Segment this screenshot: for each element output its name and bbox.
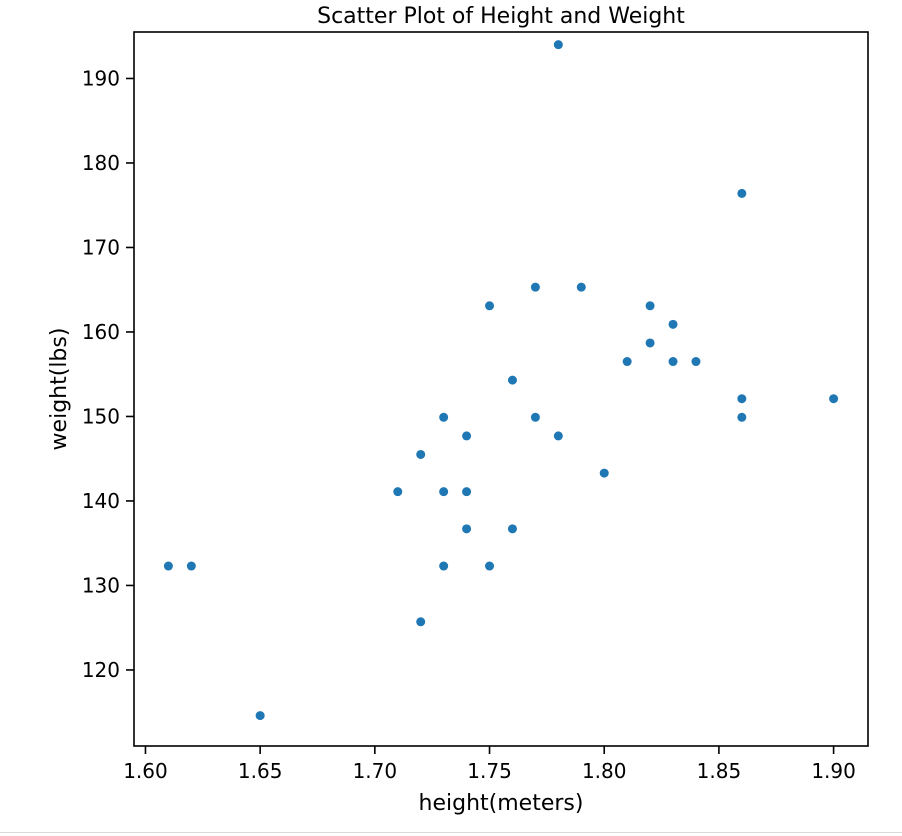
data-point <box>439 412 449 422</box>
y-tick-label: 130 <box>82 573 120 597</box>
x-axis-label: height(meters) <box>419 791 584 816</box>
chart-title: Scatter Plot of Height and Weight <box>317 4 685 29</box>
plot-frame <box>133 31 869 747</box>
data-point <box>737 188 747 198</box>
data-point <box>186 561 196 571</box>
y-tick-label: 140 <box>82 489 120 513</box>
data-point <box>163 561 173 571</box>
data-point <box>599 468 609 478</box>
y-axis: 120 130 140 150 160 170 180 190 <box>82 66 134 682</box>
x-tick-label: 1.60 <box>123 759 168 783</box>
data-point <box>576 282 586 292</box>
data-point <box>668 357 678 367</box>
data-point <box>737 412 747 422</box>
data-point <box>622 357 632 367</box>
data-point <box>485 301 495 311</box>
data-point <box>416 617 426 627</box>
y-axis-label: weight(lbs) <box>47 328 72 451</box>
x-tick-label: 1.65 <box>238 759 283 783</box>
x-tick-label: 1.90 <box>811 759 856 783</box>
data-point <box>737 394 747 404</box>
data-point <box>462 487 472 497</box>
bottom-divider <box>0 832 902 833</box>
y-tick-label: 170 <box>82 235 120 259</box>
x-axis: 1.60 1.65 1.70 1.75 1.80 1.85 1.90 <box>123 746 856 783</box>
data-point <box>530 282 540 292</box>
x-tick-label: 1.75 <box>467 759 512 783</box>
data-point <box>255 711 265 721</box>
data-point <box>507 375 517 385</box>
data-point <box>462 524 472 534</box>
points-layer <box>163 40 839 721</box>
data-point <box>485 561 495 571</box>
data-point <box>829 394 839 404</box>
data-point <box>645 301 655 311</box>
data-point <box>507 524 517 534</box>
data-point <box>691 357 701 367</box>
x-tick-label: 1.70 <box>353 759 398 783</box>
data-point <box>553 40 563 50</box>
data-point <box>416 449 426 459</box>
x-tick-label: 1.80 <box>582 759 627 783</box>
y-tick-label: 160 <box>82 320 120 344</box>
data-point <box>553 431 563 441</box>
data-point <box>393 487 403 497</box>
y-tick-label: 190 <box>82 66 120 90</box>
data-point <box>439 561 449 571</box>
data-point <box>530 412 540 422</box>
y-tick-label: 150 <box>82 404 120 428</box>
data-point <box>462 431 472 441</box>
x-tick-label: 1.85 <box>697 759 742 783</box>
data-point <box>668 319 678 329</box>
y-tick-label: 180 <box>82 151 120 175</box>
data-point <box>645 338 655 348</box>
y-tick-label: 120 <box>82 658 120 682</box>
data-point <box>439 487 449 497</box>
